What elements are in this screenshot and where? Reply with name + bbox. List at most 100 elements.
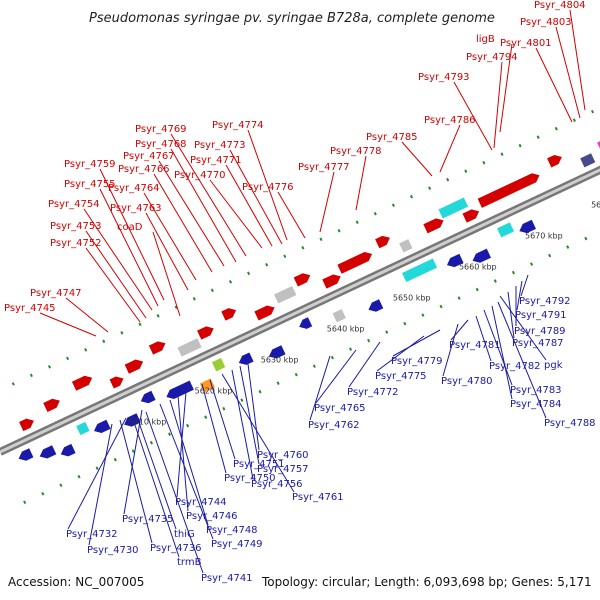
gene-feature [423, 218, 444, 234]
reverse-label-leader [119, 419, 153, 544]
forward-label-leader [83, 208, 153, 311]
reverse-label-leader [176, 391, 187, 498]
gene-feature [597, 141, 600, 149]
forward-label-leader [170, 148, 237, 263]
map-title: Pseudomonas syringae pv. syringae B728a,… [89, 11, 495, 26]
reverse-label-leader [309, 355, 331, 421]
forward-gene-label: Psyr_4759 [64, 159, 116, 170]
forward-label-leader [229, 149, 283, 245]
reverse-gene-label: Psyr_4781 [449, 340, 501, 351]
reverse-label-leader [520, 274, 529, 297]
forward-label-leader [355, 155, 367, 211]
reverse-gene-label: Psyr_4772 [347, 387, 399, 398]
reverse-label-leader [507, 291, 515, 339]
gene-feature [375, 235, 390, 249]
reverse-gene-label: Psyr_4788 [544, 418, 596, 429]
gene-feature [254, 305, 275, 321]
reverse-label-leader [392, 329, 441, 357]
reverse-label-leader [499, 295, 547, 361]
reverse-gene-label: Psyr_4748 [206, 525, 258, 536]
reverse-label-leader [88, 423, 113, 546]
reverse-gene-label: Psyr_4732 [66, 529, 118, 540]
forward-gene-label: Psyr_4794 [466, 52, 518, 63]
forward-gene-label: Psyr_4770 [174, 170, 226, 181]
gene-feature [71, 375, 93, 391]
gene-feature [166, 380, 194, 399]
gene-feature [580, 153, 596, 168]
forward-gene-label: Psyr_4768 [135, 139, 187, 150]
reverse-gene-label: Psyr_4749 [211, 539, 263, 550]
forward-label-leader [277, 191, 306, 239]
forward-label-leader [225, 164, 273, 247]
reverse-label-leader [247, 363, 260, 451]
reverse-label-leader [221, 373, 295, 493]
gene-feature [148, 341, 166, 355]
reverse-label-leader [516, 280, 523, 311]
reverse-gene-label: Psyr_4787 [512, 338, 564, 349]
forward-gene-label: Psyr_4753 [50, 221, 102, 232]
forward-gene-label: Psyr_4769 [135, 124, 187, 135]
reverse-gene-label: Psyr_4765 [314, 403, 366, 414]
gene-feature [39, 445, 57, 459]
forward-gene-label: Psyr_4774 [212, 120, 264, 131]
reverse-label-leader [159, 403, 214, 540]
gene-feature [94, 419, 111, 433]
gene-features [18, 141, 600, 461]
tick-label: 5610 kbp [129, 418, 167, 427]
forward-label-leader [555, 26, 581, 119]
gene-feature [399, 239, 413, 253]
forward-gene-label: Psyr_4777 [298, 162, 350, 173]
reverse-gene-label: Psyr_4791 [515, 310, 567, 321]
gene-feature [446, 253, 464, 268]
forward-label-leader [209, 179, 263, 249]
reverse-gene-label: Psyr_4792 [519, 296, 571, 307]
forward-gene-label: Psyr_4766 [118, 164, 170, 175]
forward-label-leader [99, 188, 159, 307]
reverse-gene-label: Psyr_4789 [514, 326, 566, 337]
gene-feature [197, 326, 214, 340]
forward-label-leader [247, 129, 288, 241]
forward-label-leader [499, 43, 513, 133]
reverse-label-leader [145, 411, 204, 574]
forward-gene-label: Psyr_4764 [108, 183, 160, 194]
gene-feature [293, 273, 311, 287]
gene-feature [140, 390, 156, 404]
accession-text: Accession: NC_007005 [8, 575, 144, 589]
forward-gene-label: Psyr_4747 [30, 288, 82, 299]
forward-label-leader [145, 212, 189, 291]
forward-label-leader [39, 312, 97, 337]
tick-label: 5670 kbp [525, 231, 563, 240]
reverse-gene-label: Psyr_4775 [375, 371, 427, 382]
forward-gene-label: Psyr_4801 [500, 38, 552, 49]
forward-gene-label: Psyr_4778 [330, 146, 382, 157]
forward-label-leader [153, 173, 213, 273]
gene-feature [462, 209, 480, 223]
reverse-label-leader [123, 409, 143, 515]
reverse-gene-label: trmB [177, 557, 202, 568]
gene-feature [402, 258, 438, 283]
gene-feature [43, 398, 60, 412]
reverse-label-leader [475, 315, 492, 362]
forward-label-leader [143, 192, 197, 281]
tick-label: 5640 kbp [327, 325, 365, 334]
gene-feature [497, 222, 514, 238]
forward-gene-label: Psyr_4803 [520, 17, 572, 28]
forward-label-leader [85, 230, 147, 319]
gene-feature [109, 376, 124, 389]
reverse-gene-label: Psyr_4741 [201, 573, 253, 584]
gene-feature [268, 345, 286, 359]
reverse-label-leader [67, 417, 127, 530]
forward-label-leader [453, 81, 493, 151]
forward-label-leader [439, 124, 461, 173]
reverse-label-leader [131, 415, 180, 558]
forward-label-leader [152, 231, 181, 317]
reverse-gene-label: Psyr_4730 [87, 545, 139, 556]
reverse-gene-label: Psyr_4779 [391, 356, 443, 367]
reverse-label-leader [376, 335, 425, 372]
gene-labels: Psyr_4804 Psyr_4803 Psyr_4801 ligB Psyr_4794… [4, 0, 596, 584]
forward-gene-label: Psyr_4785 [366, 132, 418, 143]
gene-feature [477, 173, 540, 208]
forward-gene-label: Psyr_4755 [64, 179, 116, 190]
